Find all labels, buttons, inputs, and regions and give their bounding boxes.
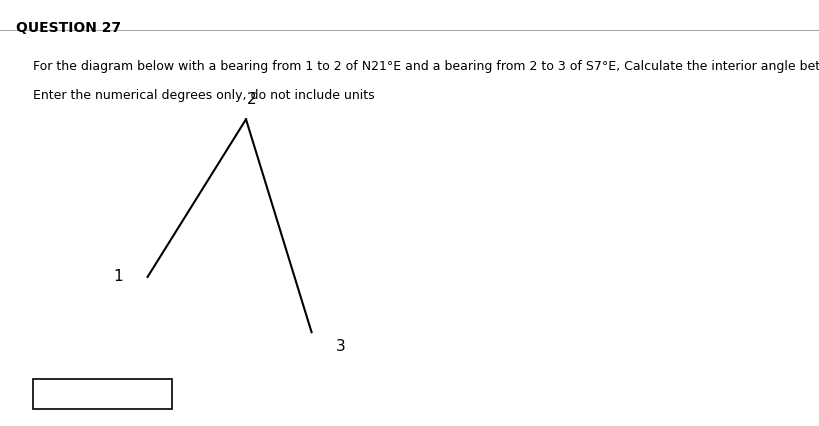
Text: For the diagram below with a bearing from 1 to 2 of N21°E and a bearing from 2 t: For the diagram below with a bearing fro…: [33, 60, 819, 73]
Text: 2: 2: [247, 92, 256, 106]
FancyBboxPatch shape: [33, 379, 172, 409]
Text: 3: 3: [336, 339, 346, 354]
Text: Enter the numerical degrees only, do not include units: Enter the numerical degrees only, do not…: [33, 89, 374, 103]
Text: 1: 1: [113, 269, 123, 285]
Text: QUESTION 27: QUESTION 27: [16, 21, 121, 35]
